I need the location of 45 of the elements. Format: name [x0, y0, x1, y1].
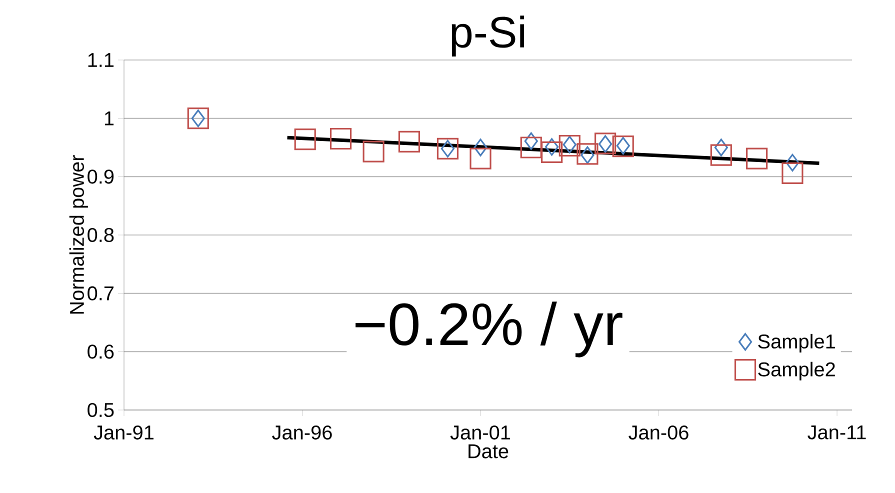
point: [782, 162, 804, 184]
y-tick-label: 1.1: [88, 53, 114, 67]
point: [191, 110, 205, 128]
point: [616, 136, 630, 155]
point: [558, 134, 580, 157]
point: [786, 154, 800, 172]
legend-label: Sample2: [758, 362, 835, 380]
y-tick-label: 1: [104, 111, 114, 126]
point: [598, 135, 612, 153]
x-tick-label: Jan-91: [94, 425, 154, 440]
point: [524, 132, 538, 150]
x-axis-title: Date: [468, 444, 508, 458]
point: [545, 138, 559, 156]
point: [474, 138, 488, 156]
y-tick-label: 0.6: [88, 344, 114, 359]
point: [562, 136, 576, 154]
point: [714, 138, 728, 156]
y-tick-label: 0.9: [88, 170, 114, 184]
y-tick-label: 0.5: [88, 402, 114, 418]
x-tick-label: Jan-06: [628, 425, 688, 440]
point: [594, 132, 616, 154]
point: [576, 143, 598, 165]
point: [330, 128, 352, 150]
y-axis-title: Normalized power: [69, 155, 88, 314]
point: [187, 108, 209, 130]
x-tick-label: Jan-01: [450, 425, 510, 440]
point: [580, 146, 594, 164]
point: [520, 136, 542, 158]
point: [541, 141, 563, 163]
point: [294, 128, 316, 150]
chart-title: p-Si: [452, 16, 524, 56]
point: [362, 140, 384, 162]
point: [612, 136, 634, 158]
x-tick-label: Jan-96: [272, 425, 332, 440]
point: [436, 138, 459, 160]
point: [398, 130, 420, 152]
point: [470, 148, 492, 170]
legend-label: Sample1: [758, 334, 835, 352]
point: [710, 144, 732, 166]
annotation: −0.2% / yr: [356, 302, 622, 358]
point: [746, 148, 768, 170]
y-tick-label: 0.7: [88, 286, 114, 300]
point: [440, 140, 455, 158]
x-tick-label: Jan-11: [808, 425, 866, 440]
y-tick-label: 0.8: [88, 228, 114, 242]
